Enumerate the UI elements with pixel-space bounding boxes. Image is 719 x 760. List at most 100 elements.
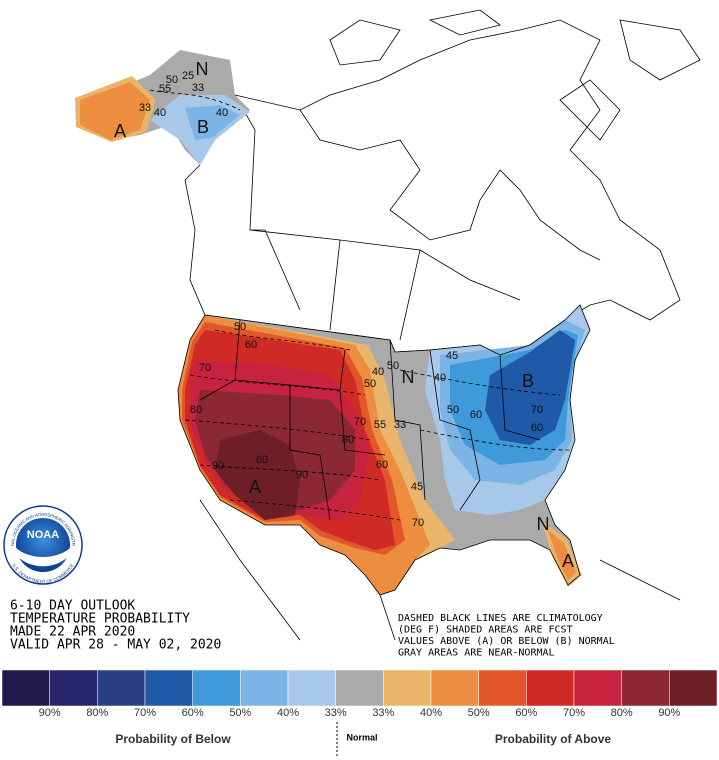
- legend-swatch: [97, 669, 146, 707]
- contour-label: 60: [470, 409, 482, 421]
- contour-label: 70: [354, 416, 366, 428]
- logo-ring-top: NATIONAL OCEANIC AND ATMOSPHERIC ADMINIS…: [0, 0, 76, 546]
- legend-swatch: [240, 669, 289, 707]
- legend-swatch: [573, 669, 622, 707]
- legend-tick-label: 50%: [229, 707, 251, 719]
- contour-label: 70: [199, 362, 211, 374]
- contour-label: 70: [531, 404, 543, 416]
- above-area: [80, 82, 150, 140]
- below-area: [485, 330, 575, 445]
- state-lines: [199, 319, 541, 521]
- legend-swatch: [144, 669, 193, 707]
- category-marker: N: [537, 514, 550, 534]
- legend-swatch: [49, 669, 98, 707]
- note-line: DASHED BLACK LINES ARE CLIMATOLOGY: [398, 613, 603, 624]
- contour-label: 90: [296, 469, 308, 481]
- contour-label: 55: [159, 83, 171, 95]
- legend-swatch: [669, 669, 718, 707]
- legend-tick-label: 80%: [611, 707, 633, 719]
- contour-label: 33: [139, 102, 151, 114]
- legend-tick-label: 80%: [86, 707, 108, 719]
- legend-swatch: [335, 669, 384, 707]
- legend-swatch: [192, 669, 241, 707]
- contour-label: 45: [446, 350, 458, 362]
- contour-label: 33: [394, 419, 406, 431]
- category-marker: A: [562, 551, 574, 571]
- legend-tick-label: 40%: [277, 707, 299, 719]
- note-line: VALUES ABOVE (A) OR BELOW (B) NORMAL: [398, 636, 615, 647]
- legend-swatch: [526, 669, 575, 707]
- legend-swatch: [383, 669, 432, 707]
- border: [199, 499, 681, 641]
- contour-label: 33: [192, 82, 204, 94]
- climatology-lines: [149, 89, 571, 521]
- contour-label: 70: [412, 517, 424, 529]
- contour-label: 50: [234, 321, 246, 333]
- title-line: TEMPERATURE PROBABILITY: [10, 612, 190, 627]
- legend-swatch: [1, 669, 50, 707]
- title-line: MADE 22 APR 2020: [10, 625, 135, 640]
- above-area: [548, 530, 576, 580]
- contour-label: 40: [372, 366, 384, 378]
- legend-swatch: [287, 669, 336, 707]
- contour-label: 80: [190, 404, 202, 416]
- legend-tick-label: 60%: [182, 707, 204, 719]
- notes-block: DASHED BLACK LINES ARE CLIMATOLOGY(DEG F…: [398, 613, 615, 659]
- coastline: [299, 109, 601, 261]
- legend-swatch: [621, 669, 670, 707]
- legend-above: Probability of Above: [495, 732, 612, 746]
- legend-tick-label: 70%: [134, 707, 156, 719]
- category-marker: N: [196, 59, 209, 79]
- below-area: [185, 105, 240, 140]
- contour-label: 80: [342, 434, 354, 446]
- title-line: VALID APR 28 - MAY 02, 2020: [10, 638, 221, 653]
- map: [75, 9, 701, 641]
- legend-swatch: [478, 669, 527, 707]
- contour-label: 60: [256, 454, 268, 466]
- noaa-logo: NOAA NATIONAL OCEANIC AND ATMOSPHERIC AD…: [0, 0, 83, 585]
- contour-label: 50: [364, 378, 376, 390]
- legend-tick-label: 70%: [563, 707, 585, 719]
- contour-label: 55: [374, 419, 386, 431]
- category-marker: B: [522, 371, 534, 391]
- legend-tick-label: 33%: [372, 707, 394, 719]
- note-line: (DEG F) SHADED AREAS ARE FCST: [398, 625, 573, 636]
- contour-label: 50: [447, 404, 459, 416]
- legend-tick-label: 33%: [325, 707, 347, 719]
- contour-label: 60: [245, 339, 257, 351]
- logo-wave: [16, 548, 70, 567]
- legend: 90% 80% 70% 60% 50% 40% 33% 33% 40% 50% 60% 70% 80% 9…: [1, 669, 718, 719]
- title-line: 6-10 DAY OUTLOOK: [10, 599, 135, 614]
- logo-text: NOAA: [27, 529, 59, 541]
- contour-label: 40: [434, 372, 446, 384]
- category-marker: B: [197, 117, 209, 137]
- legend-below: Probability of Below: [115, 732, 231, 746]
- border: [177, 304, 591, 596]
- legend-tick-label: 60%: [515, 707, 537, 719]
- legend-tick-label: 90%: [39, 707, 61, 719]
- legend-swatch: [430, 669, 479, 707]
- contour-label: 60: [531, 422, 543, 434]
- contour-label: 60: [376, 459, 388, 471]
- category-marker: A: [249, 477, 261, 497]
- contour-label: 40: [216, 107, 228, 119]
- note-line: GRAY AREAS ARE NEAR-NORMAL: [398, 648, 555, 659]
- contour-label: 45: [411, 481, 423, 493]
- coastline: [329, 9, 701, 141]
- legend-tick-label: 90%: [658, 707, 680, 719]
- coastline: [184, 19, 681, 356]
- contour-label: 25: [182, 70, 194, 82]
- legend-tick-label: 40%: [420, 707, 442, 719]
- contour-label: 50: [166, 74, 178, 86]
- above-area: [215, 430, 300, 520]
- border: [234, 94, 521, 341]
- contour-label: 90: [212, 460, 224, 472]
- logo-ring-text: NATIONAL OCEANIC AND ATMOSPHERIC ADMINIS…: [0, 0, 76, 546]
- legend-tick-label: 50%: [468, 707, 490, 719]
- contour-label: 50: [387, 360, 399, 372]
- category-marker: N: [402, 367, 415, 387]
- legend-normal: Normal: [346, 732, 377, 742]
